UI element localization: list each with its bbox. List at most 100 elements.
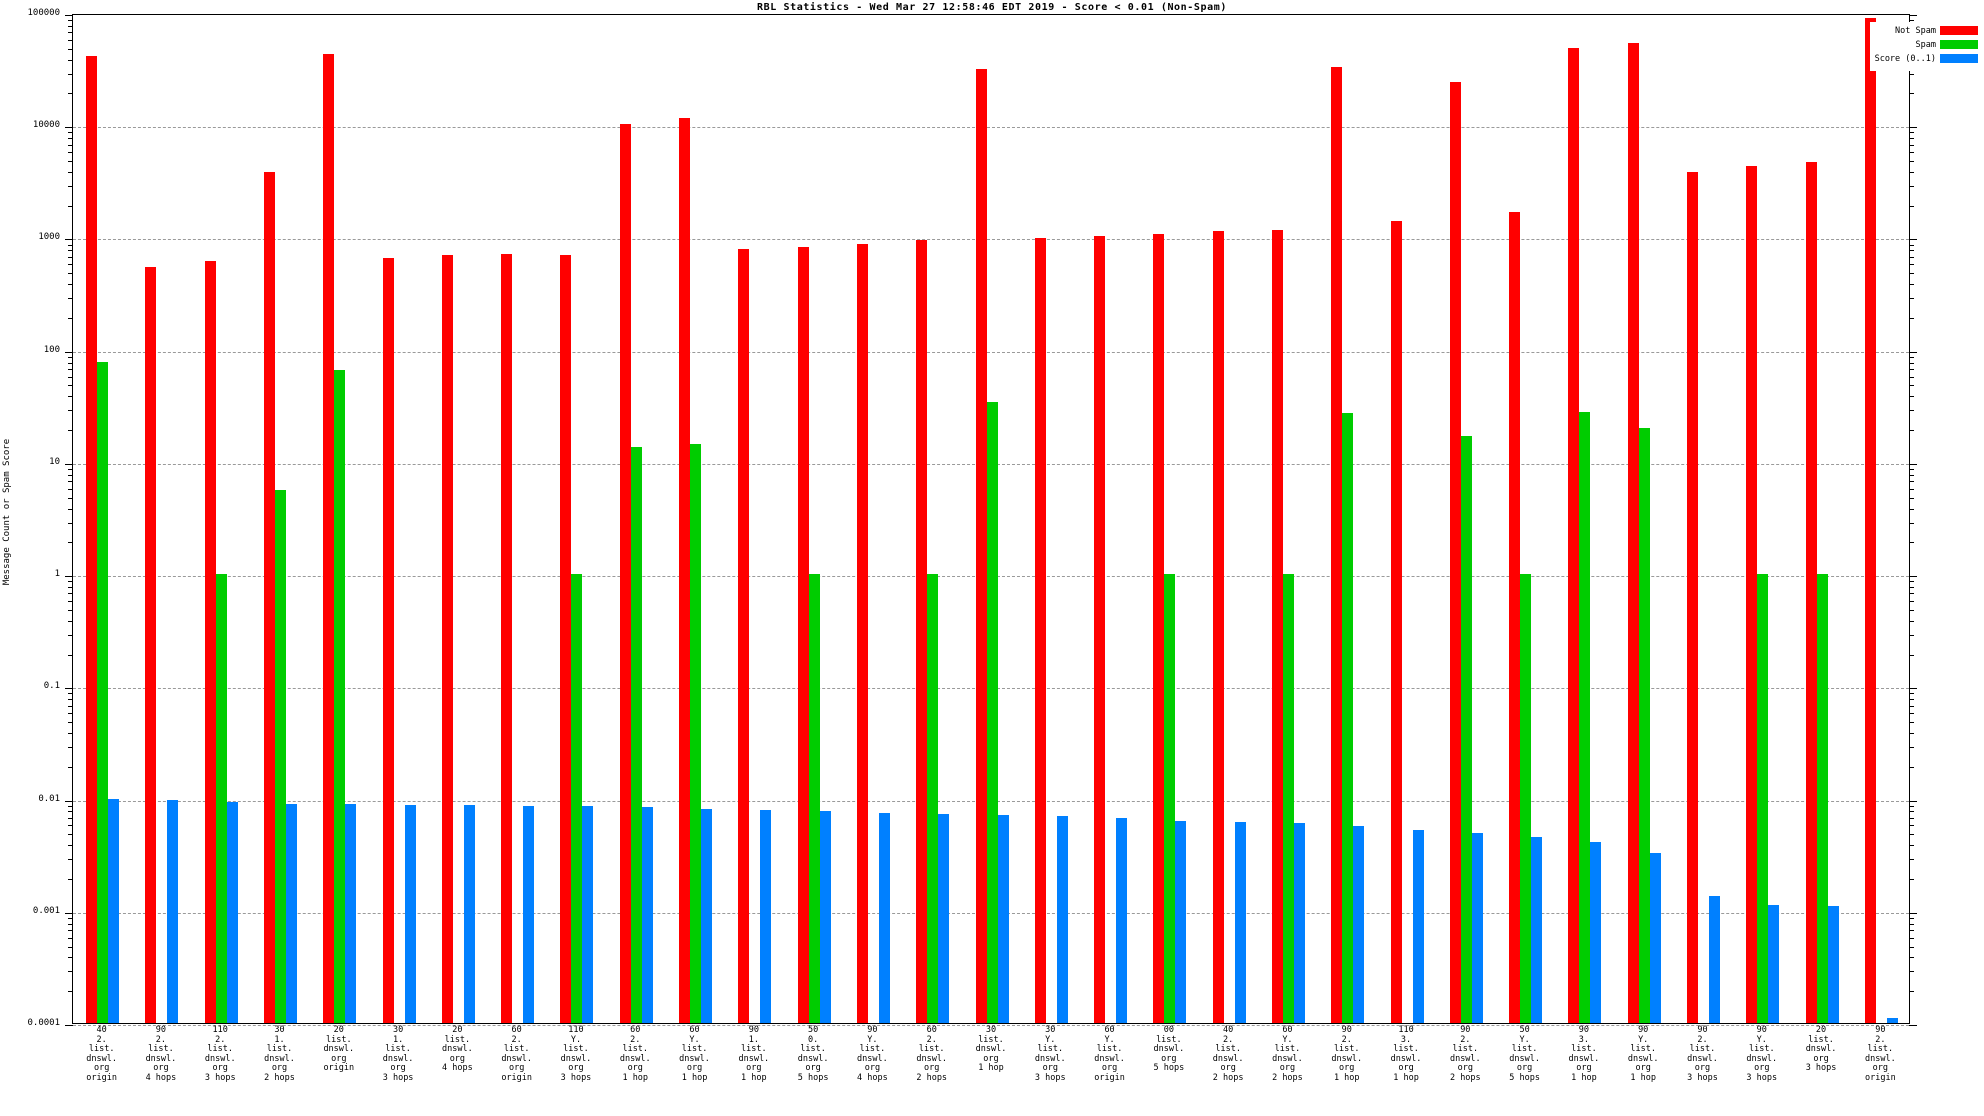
bar-group[interactable]: [1212, 15, 1246, 1023]
bar-notspam[interactable]: [86, 56, 98, 1023]
bar-score[interactable]: [1768, 905, 1780, 1023]
bar-score[interactable]: [1412, 829, 1424, 1023]
bar-group[interactable]: [86, 15, 120, 1023]
bar-notspam[interactable]: [1568, 47, 1580, 1023]
bar-score[interactable]: [878, 812, 890, 1023]
legend-item[interactable]: Not Spam: [1874, 25, 1978, 36]
bar-spam[interactable]: [1579, 411, 1591, 1023]
bar-spam[interactable]: [1342, 413, 1354, 1023]
bar-notspam[interactable]: [1805, 162, 1817, 1023]
bar-spam[interactable]: [808, 574, 820, 1023]
bar-score[interactable]: [582, 805, 594, 1023]
bar-notspam[interactable]: [975, 68, 987, 1023]
bar-score[interactable]: [1471, 833, 1483, 1023]
bar-group[interactable]: [441, 15, 475, 1023]
bar-notspam[interactable]: [1212, 230, 1224, 1023]
bar-notspam[interactable]: [797, 247, 809, 1023]
bar-score[interactable]: [641, 807, 653, 1023]
bar-spam[interactable]: [571, 574, 583, 1023]
bar-notspam[interactable]: [501, 254, 513, 1023]
bar-spam[interactable]: [97, 361, 109, 1023]
bar-score[interactable]: [997, 814, 1009, 1023]
bar-score[interactable]: [760, 810, 772, 1023]
bar-score[interactable]: [286, 803, 298, 1023]
bar-notspam[interactable]: [1627, 43, 1639, 1023]
bar-score[interactable]: [1886, 1018, 1898, 1023]
bar-group[interactable]: [1568, 15, 1602, 1023]
bar-score[interactable]: [1708, 896, 1720, 1023]
bar-score[interactable]: [1293, 822, 1305, 1023]
bar-group[interactable]: [679, 15, 713, 1023]
bar-score[interactable]: [1590, 842, 1602, 1023]
bar-notspam[interactable]: [856, 244, 868, 1023]
bar-notspam[interactable]: [1153, 233, 1165, 1023]
bar-notspam[interactable]: [619, 124, 631, 1023]
bar-score[interactable]: [1056, 815, 1068, 1023]
bar-score[interactable]: [108, 799, 120, 1023]
bar-spam[interactable]: [986, 402, 998, 1023]
bar-group[interactable]: [797, 15, 831, 1023]
bar-score[interactable]: [1827, 906, 1839, 1023]
bar-group[interactable]: [323, 15, 357, 1023]
bar-notspam[interactable]: [382, 257, 394, 1023]
bar-group[interactable]: [1271, 15, 1305, 1023]
bar-spam[interactable]: [1164, 574, 1176, 1023]
bar-group[interactable]: [1034, 15, 1068, 1023]
bar-notspam[interactable]: [679, 118, 691, 1023]
bar-spam[interactable]: [1638, 428, 1650, 1023]
bar-notspam[interactable]: [916, 240, 928, 1023]
bar-notspam[interactable]: [1271, 230, 1283, 1023]
bar-score[interactable]: [463, 805, 475, 1023]
bar-spam[interactable]: [275, 490, 287, 1023]
bar-notspam[interactable]: [1449, 81, 1461, 1023]
bar-notspam[interactable]: [145, 266, 157, 1023]
bar-spam[interactable]: [215, 574, 227, 1023]
bar-group[interactable]: [1864, 15, 1898, 1023]
bar-notspam[interactable]: [204, 260, 216, 1023]
bar-score[interactable]: [819, 811, 831, 1023]
bar-notspam[interactable]: [560, 254, 572, 1023]
bar-group[interactable]: [1627, 15, 1661, 1023]
bar-spam[interactable]: [690, 443, 702, 1023]
bar-score[interactable]: [1234, 821, 1246, 1023]
bar-score[interactable]: [1531, 837, 1543, 1023]
bar-notspam[interactable]: [264, 172, 276, 1023]
bar-group[interactable]: [264, 15, 298, 1023]
legend-item[interactable]: Score (0..1): [1874, 53, 1978, 64]
legend-item[interactable]: Spam: [1874, 39, 1978, 50]
bar-score[interactable]: [167, 799, 179, 1023]
bar-score[interactable]: [1649, 852, 1661, 1023]
bar-group[interactable]: [1449, 15, 1483, 1023]
bar-group[interactable]: [1509, 15, 1543, 1023]
bar-group[interactable]: [619, 15, 653, 1023]
bar-score[interactable]: [938, 813, 950, 1023]
bar-notspam[interactable]: [1094, 236, 1106, 1023]
bar-spam[interactable]: [1460, 436, 1472, 1023]
bar-spam[interactable]: [1282, 574, 1294, 1023]
bar-spam[interactable]: [927, 574, 939, 1023]
bar-notspam[interactable]: [1864, 18, 1876, 1023]
bar-group[interactable]: [145, 15, 179, 1023]
bar-notspam[interactable]: [1390, 221, 1402, 1023]
bar-score[interactable]: [345, 804, 357, 1023]
bar-group[interactable]: [1746, 15, 1780, 1023]
bar-group[interactable]: [560, 15, 594, 1023]
bar-score[interactable]: [523, 805, 535, 1023]
bar-notspam[interactable]: [1331, 67, 1343, 1023]
bar-score[interactable]: [1175, 821, 1187, 1023]
bar-group[interactable]: [916, 15, 950, 1023]
bar-score[interactable]: [226, 801, 238, 1023]
bar-score[interactable]: [404, 804, 416, 1023]
bar-group[interactable]: [501, 15, 535, 1023]
bar-group[interactable]: [1153, 15, 1187, 1023]
bar-notspam[interactable]: [1746, 166, 1758, 1023]
bar-group[interactable]: [1331, 15, 1365, 1023]
bar-group[interactable]: [1805, 15, 1839, 1023]
bar-group[interactable]: [738, 15, 772, 1023]
bar-spam[interactable]: [1757, 574, 1769, 1023]
bar-notspam[interactable]: [441, 254, 453, 1023]
bar-group[interactable]: [204, 15, 238, 1023]
bar-group[interactable]: [1094, 15, 1128, 1023]
bar-group[interactable]: [382, 15, 416, 1023]
bar-score[interactable]: [701, 809, 713, 1023]
